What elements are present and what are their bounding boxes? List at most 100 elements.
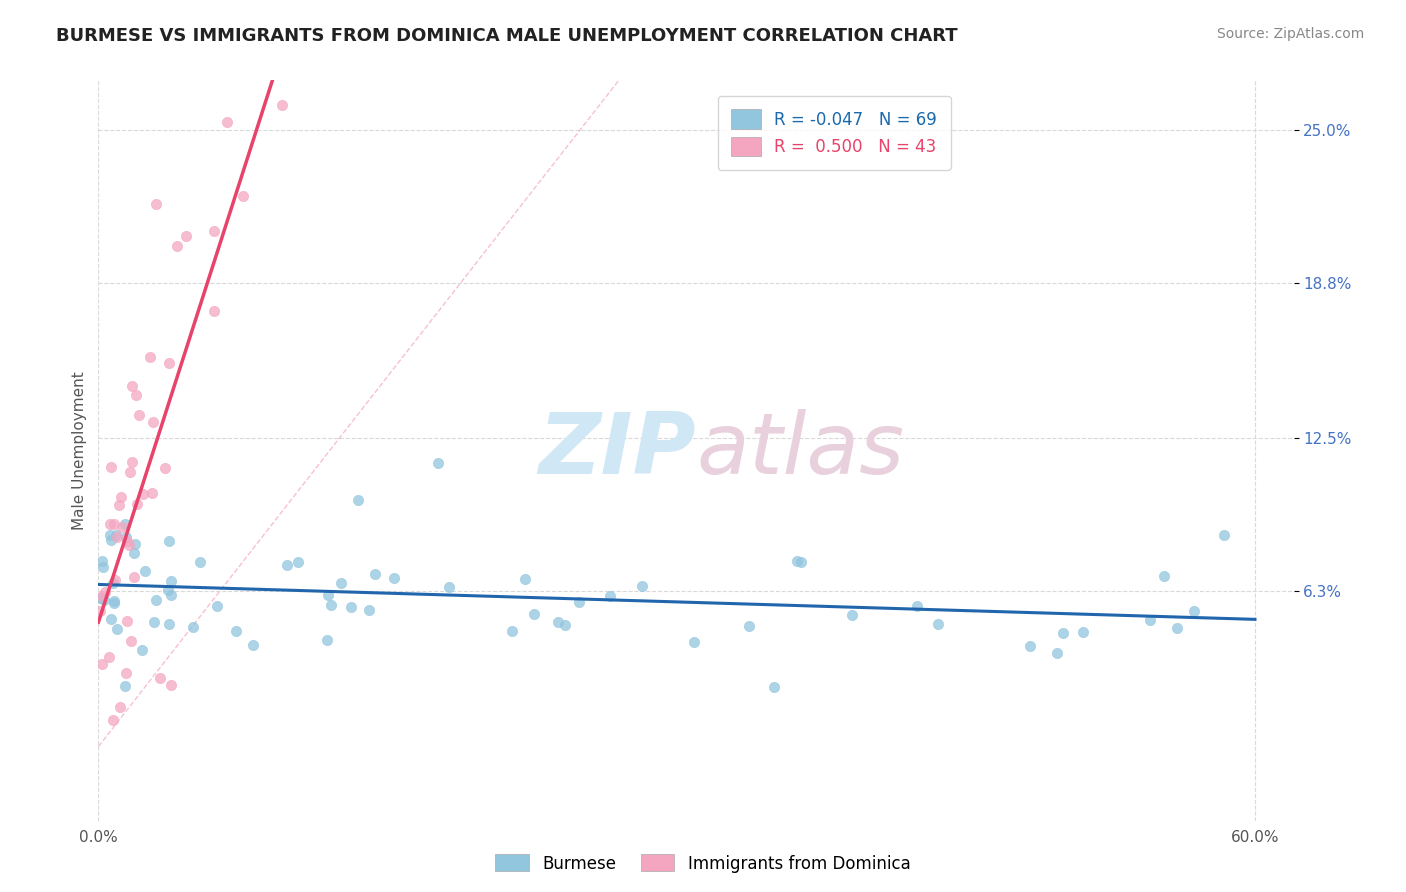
Point [105, 623, 128, 637]
Point [104, 573, 127, 587]
Point [513, 572, 536, 586]
Point [139, 350, 162, 364]
Point [276, 558, 298, 572]
Point [143, 615, 166, 630]
Point [157, 356, 180, 370]
Point [330, 575, 353, 590]
Point [232, 188, 254, 202]
Point [131, 642, 153, 657]
Point [114, 678, 136, 692]
Point [125, 497, 148, 511]
Point [599, 590, 621, 604]
Point [121, 455, 143, 469]
Point [118, 465, 141, 479]
Point [110, 699, 132, 714]
Point [682, 634, 704, 648]
Point [1153, 569, 1175, 583]
Point [382, 571, 405, 585]
Text: atlas: atlas [696, 409, 904, 492]
Point [149, 671, 172, 685]
Point [157, 616, 180, 631]
Point [1139, 613, 1161, 627]
Point [316, 633, 339, 648]
Point [789, 555, 811, 569]
Point [98, 650, 121, 665]
Point [631, 580, 654, 594]
Point [841, 607, 863, 622]
Point [145, 196, 167, 211]
Point [339, 599, 361, 614]
Point [319, 598, 342, 612]
Point [159, 588, 181, 602]
Point [786, 554, 808, 568]
Point [98, 517, 121, 532]
Point [523, 607, 546, 621]
Point [202, 224, 225, 238]
Point [103, 713, 125, 727]
Point [554, 618, 576, 632]
Point [157, 533, 180, 548]
Point [188, 555, 211, 569]
Point [90, 589, 112, 603]
Point [1182, 604, 1205, 618]
Point [115, 665, 138, 680]
Point [174, 228, 197, 243]
Point [1046, 646, 1069, 660]
Point [141, 486, 163, 500]
Point [98, 528, 121, 542]
Point [225, 624, 247, 639]
Point [357, 603, 380, 617]
Point [122, 569, 145, 583]
Point [547, 615, 569, 629]
Point [124, 536, 146, 550]
Point [1071, 624, 1094, 639]
Point [89, 591, 111, 606]
Point [91, 657, 114, 671]
Point [117, 533, 139, 548]
Point [131, 487, 153, 501]
Point [316, 588, 339, 602]
Point [1018, 640, 1040, 654]
Point [104, 528, 127, 542]
Point [501, 624, 523, 638]
Point [287, 555, 309, 569]
Point [217, 115, 239, 129]
Point [103, 516, 125, 531]
Point [108, 498, 131, 512]
Point [426, 456, 449, 470]
Point [347, 492, 370, 507]
Point [160, 574, 183, 588]
Point [121, 379, 143, 393]
Point [105, 530, 128, 544]
Text: BURMESE VS IMMIGRANTS FROM DOMINICA MALE UNEMPLOYMENT CORRELATION CHART: BURMESE VS IMMIGRANTS FROM DOMINICA MALE… [56, 27, 957, 45]
Point [115, 530, 138, 544]
Point [156, 582, 179, 597]
Point [122, 546, 145, 560]
Point [118, 538, 141, 552]
Point [1166, 621, 1188, 635]
Point [110, 491, 132, 505]
Point [1213, 528, 1236, 542]
Point [103, 596, 125, 610]
Point [91, 559, 114, 574]
Text: ZIP: ZIP [538, 409, 696, 492]
Point [364, 566, 387, 581]
Point [125, 388, 148, 402]
Point [110, 519, 132, 533]
Point [1052, 625, 1074, 640]
Point [166, 239, 188, 253]
Point [100, 612, 122, 626]
Point [93, 592, 115, 607]
Point [568, 595, 591, 609]
Point [762, 680, 785, 694]
Point [134, 564, 156, 578]
Text: Source: ZipAtlas.com: Source: ZipAtlas.com [1216, 27, 1364, 41]
Point [242, 639, 264, 653]
Legend: R = -0.047   N = 69, R =  0.500   N = 43: R = -0.047 N = 69, R = 0.500 N = 43 [718, 96, 950, 169]
Point [205, 599, 228, 614]
Point [114, 516, 136, 531]
Point [271, 98, 294, 112]
Point [145, 592, 167, 607]
Point [927, 617, 949, 632]
Point [202, 303, 225, 318]
